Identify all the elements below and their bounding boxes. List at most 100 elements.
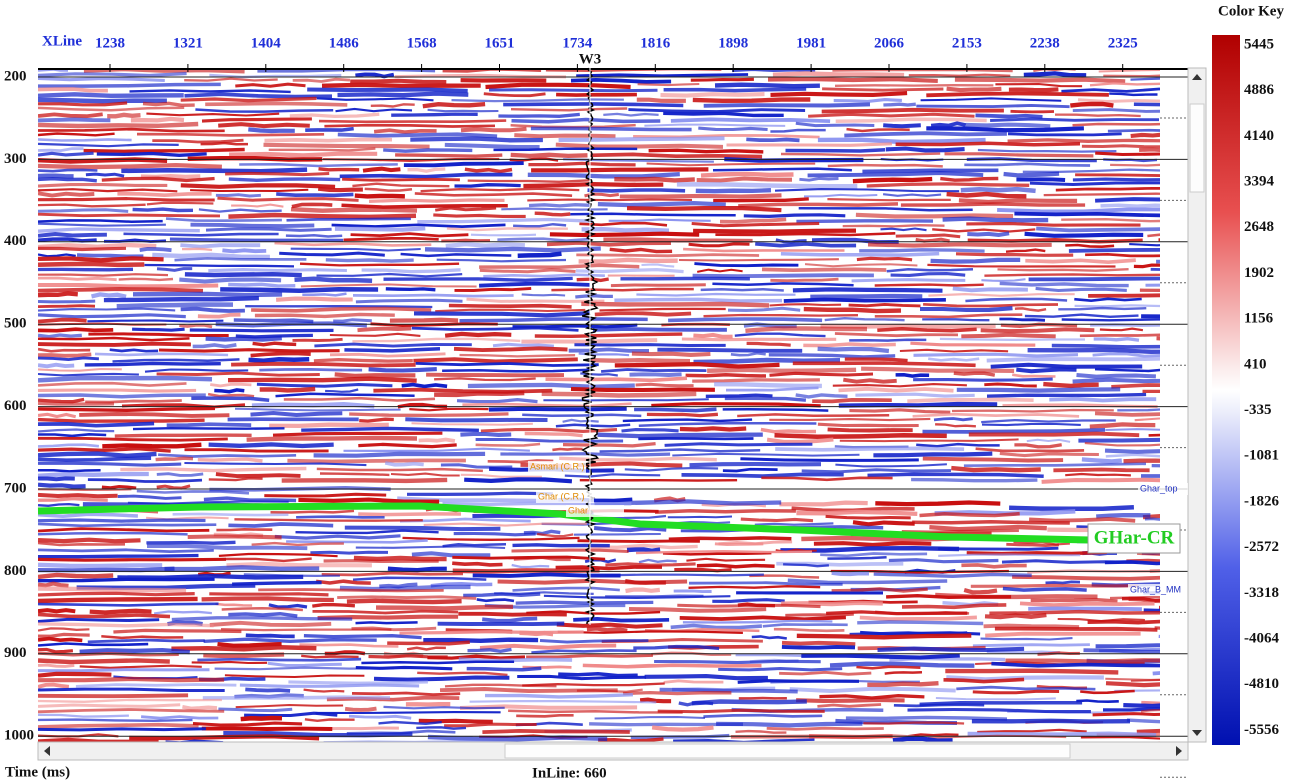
horizon-line [37,502,1091,544]
seismic-trace [1007,138,1160,143]
seismic-trace [648,148,764,154]
seismic-trace [1096,513,1151,519]
seismic-trace [191,660,268,665]
seismic-trace [760,427,817,434]
seismic-trace [920,97,1062,102]
seismic-trace [184,448,329,453]
seismic-trace [38,203,146,208]
seismic-trace [527,198,693,202]
seismic-trace [38,333,82,339]
vertical-scrollbar[interactable] [1187,67,1207,743]
seismic-trace [863,721,965,725]
seismic-trace [316,97,434,102]
seismic-trace [657,347,803,353]
seismic-trace [1012,575,1160,581]
seismic-trace [845,715,1008,721]
seismic-trace [825,514,911,520]
seismic-trace [874,313,1023,319]
seismic-trace [1084,442,1160,447]
seismic-trace [192,721,303,727]
seismic-trace [337,91,469,98]
seismic-trace [562,418,599,423]
seismic-trace [38,397,85,404]
seismic-trace [970,583,1139,588]
seismic-trace [136,132,325,137]
seismic-trace [301,426,479,432]
seismic-trace [38,375,213,383]
seismic-trace [503,102,684,108]
seismic-trace [373,675,510,682]
seismic-trace [730,351,766,357]
seismic-trace [38,276,117,282]
seismic-trace [598,737,664,742]
seismic-trace [442,542,507,548]
seismic-trace [267,661,342,668]
seismic-trace [1093,337,1140,342]
seismic-trace [1006,542,1059,548]
seismic-trace [1089,422,1156,429]
seismic-trace [637,82,700,87]
seismic-trace [555,565,663,571]
seismic-trace [670,117,831,124]
seismic-trace [599,448,761,453]
seismic-trace [146,540,236,545]
seismic-trace [901,529,1019,534]
vertical-scroll-thumb[interactable] [1189,103,1205,193]
seismic-trace [638,421,817,427]
seismic-trace [796,219,934,224]
seismic-trace [895,373,930,378]
seismic-trace [543,594,731,600]
color-key-label: -1826 [1244,493,1279,509]
seismic-trace [165,217,282,223]
seismic-trace [383,148,473,153]
horizontal-scroll-thumb[interactable] [504,743,1071,759]
seismic-trace [337,595,477,600]
seismic-trace [1029,181,1160,186]
seismic-trace [573,617,670,623]
seismic-trace [228,177,341,183]
seismic-trace [437,621,565,627]
seismic-trace [214,388,245,394]
seismic-trace [575,267,684,274]
seismic-trace [129,89,291,94]
seismic-trace [511,117,661,124]
seismic-trace [1014,443,1062,449]
seismic-trace [1128,596,1160,604]
seismic-trace [534,332,683,339]
seismic-trace [578,257,678,264]
seismic-trace [239,162,398,168]
color-key-label: 4140 [1244,128,1274,144]
seismic-trace [38,663,75,668]
seismic-trace [469,699,657,704]
seismic-trace [289,112,380,119]
seismic-trace [1012,373,1056,378]
seismic-trace [946,191,1027,199]
color-key-label: 410 [1244,356,1267,372]
seismic-trace [780,251,940,257]
seismic-trace [38,76,165,83]
seismic-trace [1089,82,1160,87]
seismic-trace [464,477,573,484]
seismic-trace [1123,765,1159,766]
seismic-trace [348,714,412,720]
seismic-trace [916,103,1070,109]
seismic-trace [251,401,375,409]
seismic-trace [38,317,87,324]
seismic-trace [935,697,1056,701]
time-grid [38,64,1188,778]
xline-tick-label: 1568 [407,35,437,51]
seismic-trace [132,291,283,298]
seismic-trace [1104,448,1160,454]
seismic-trace [317,186,363,193]
seismic-trace [576,73,749,78]
seismic-trace [874,610,970,616]
seismic-trace [577,539,700,543]
seismic-trace [411,326,579,332]
seismic-trace [1077,98,1160,104]
seismic-trace [956,685,1096,691]
seismic-trace [844,131,1007,138]
seismic-trace [667,515,733,519]
seismic-trace [698,126,768,132]
seismic-trace [1126,718,1160,724]
seismic-trace [621,428,679,433]
